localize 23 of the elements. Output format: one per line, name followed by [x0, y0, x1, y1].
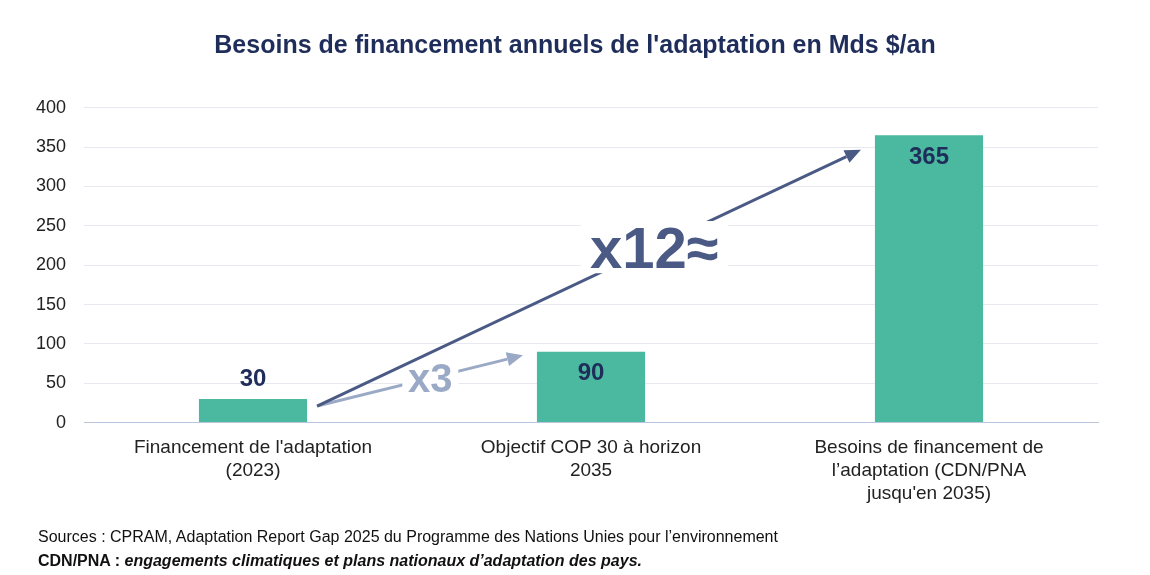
- y-tick-label: 400: [35, 96, 67, 117]
- bar: [874, 135, 984, 423]
- y-tick-label: 250: [35, 214, 67, 235]
- chart-title: Besoins de financement annuels de l'adaptation en Mds $/an: [213, 29, 937, 60]
- data-label: 30: [239, 363, 267, 391]
- x-tick-label: Objectif COP 30 à horizon 2035: [480, 436, 702, 481]
- y-tick-label: 200: [35, 254, 67, 275]
- y-tick-label: 0: [56, 411, 67, 432]
- text: CDN/PNA : engagements climatiques et plans nationaux d’adaptation des pays.: [38, 551, 643, 571]
- y-tick-label: 100: [35, 332, 67, 353]
- x-tick-label: Besoins de financement de l’adaptation (CDN/PNA jusqu'en 2035): [814, 436, 1044, 503]
- bar: [536, 351, 646, 423]
- source-note: Sources : CPRAM, Adaptation Report Gap 2025 du Programme des Nations Unies pour l’environnement: [38, 527, 779, 547]
- y-tick-label: 150: [35, 293, 67, 314]
- bar: [198, 398, 308, 423]
- annotation: x3: [408, 356, 453, 401]
- y-tick-label: 50: [46, 372, 67, 393]
- y-tick-label: 300: [35, 175, 67, 196]
- data-label: 90: [577, 358, 605, 386]
- x-tick-label: Financement de l'adaptation (2023): [133, 436, 373, 481]
- y-tick-label: 350: [35, 136, 67, 157]
- annotation: x12≈: [589, 214, 719, 280]
- data-label: 365: [908, 141, 950, 169]
